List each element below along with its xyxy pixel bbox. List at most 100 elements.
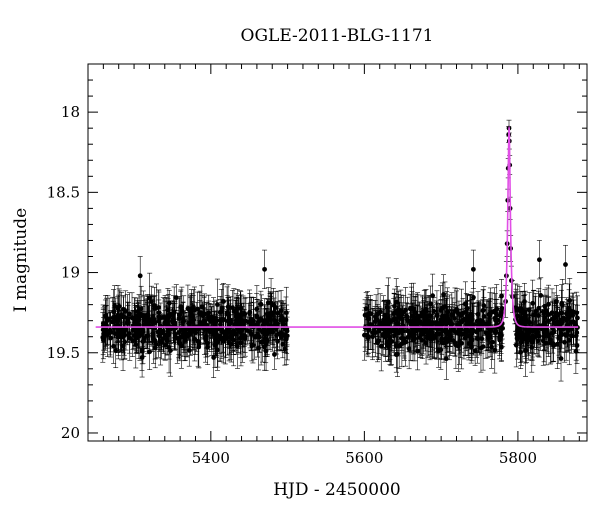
data-point: [450, 312, 456, 318]
data-point: [574, 343, 580, 348]
data-point: [447, 320, 453, 326]
data-point: [110, 319, 116, 325]
data-point: [376, 338, 381, 344]
data-point: [151, 336, 157, 342]
data-point: [142, 322, 148, 327]
data-point: [443, 356, 449, 362]
data-point: [211, 355, 217, 360]
data-point: [563, 262, 568, 267]
data-point: [108, 335, 113, 341]
data-point: [185, 306, 191, 312]
data-point: [461, 316, 467, 322]
data-point: [146, 322, 152, 328]
data-point: [389, 328, 395, 334]
data-point: [117, 327, 123, 333]
data-point: [141, 338, 147, 344]
data-point: [464, 305, 470, 311]
data-point: [434, 331, 440, 337]
data-point: [100, 327, 106, 333]
data-point: [262, 266, 267, 272]
data-point: [254, 314, 260, 320]
data-point: [100, 334, 106, 340]
data-point: [399, 335, 405, 341]
data-point: [394, 299, 400, 305]
data-point: [499, 333, 504, 338]
data-point: [441, 292, 446, 297]
data-point: [142, 318, 148, 323]
data-point: [492, 347, 498, 353]
data-point: [489, 344, 494, 350]
data-point: [548, 337, 553, 343]
data-point: [475, 336, 480, 342]
data-point: [480, 308, 486, 313]
data-point: [131, 316, 137, 322]
data-point: [263, 348, 269, 354]
data-point: [248, 321, 254, 327]
data-point: [574, 310, 580, 316]
data-point: [543, 308, 549, 313]
data-point: [244, 328, 250, 333]
chart-title: OGLE-2011-BLG-1171: [241, 26, 434, 46]
data-point: [236, 316, 241, 321]
data-point: [170, 316, 176, 322]
data-point: [133, 331, 139, 337]
data-point: [469, 337, 475, 343]
data-point: [397, 313, 403, 319]
data-point: [521, 309, 526, 315]
data-point: [176, 330, 182, 335]
data-point: [122, 332, 128, 338]
data-point: [433, 322, 439, 327]
data-point: [173, 295, 179, 301]
data-point: [410, 313, 416, 319]
data-point: [486, 312, 492, 317]
data-point: [481, 313, 487, 319]
data-point: [573, 348, 579, 354]
data-point: [149, 299, 154, 305]
data-point: [247, 310, 252, 316]
data-point: [366, 316, 372, 322]
data-point: [217, 333, 223, 339]
data-point: [383, 322, 389, 328]
data-point: [258, 316, 263, 322]
y-tick-label: 19: [61, 264, 80, 282]
data-point: [515, 327, 520, 333]
data-point: [190, 327, 195, 332]
data-point: [363, 306, 369, 312]
data-point: [215, 302, 220, 307]
x-tick-label: 5800: [499, 449, 537, 467]
data-point: [470, 323, 476, 329]
data-point: [221, 329, 226, 335]
data-point: [538, 293, 544, 298]
x-tick-label: 5600: [345, 449, 383, 467]
data-point: [140, 328, 146, 334]
data-point: [399, 328, 404, 334]
y-axis-label: I magnitude: [11, 208, 31, 312]
data-point: [146, 317, 152, 323]
data-point: [477, 318, 483, 323]
data-point: [524, 319, 530, 325]
model-curve: [95, 125, 579, 328]
data-point: [111, 343, 117, 349]
data-point: [464, 327, 470, 332]
data-point: [515, 313, 520, 319]
data-point: [540, 338, 546, 344]
data-point: [188, 312, 193, 318]
data-point: [121, 314, 127, 320]
data-point: [162, 315, 168, 320]
data-point: [470, 266, 476, 272]
data-point: [278, 317, 284, 323]
data-point: [158, 339, 163, 344]
axis-ticks: 5400 5600 5800 18 18.5 19 19.5 20: [47, 63, 587, 467]
data-point: [372, 314, 378, 319]
data-point: [552, 313, 558, 319]
data-point: [203, 334, 209, 340]
data-point: [113, 348, 119, 354]
x-axis-label: HJD - 2450000: [273, 480, 401, 500]
data-point: [230, 305, 235, 311]
data-point: [268, 317, 273, 322]
data-point: [554, 341, 560, 347]
data-point: [275, 310, 281, 316]
data-point: [196, 341, 202, 347]
data-point: [456, 311, 462, 317]
data-point: [127, 311, 132, 317]
